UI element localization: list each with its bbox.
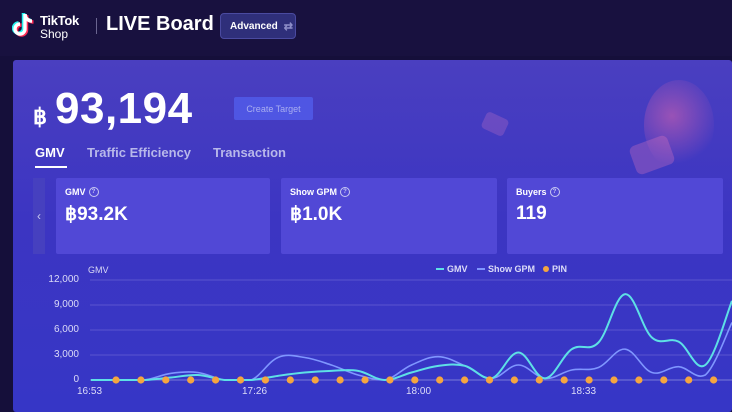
x-tick-label: 18:00 xyxy=(406,386,432,397)
legend-gmv[interactable]: GMV xyxy=(436,264,468,274)
legend-pin[interactable]: PIN xyxy=(543,264,567,274)
pin-marker[interactable] xyxy=(660,376,668,384)
metric-label-text: GMV xyxy=(65,187,86,197)
metric-label-text: Buyers xyxy=(516,187,547,197)
pin-marker[interactable] xyxy=(411,376,419,384)
advanced-label: Advanced xyxy=(230,20,278,32)
pin-marker[interactable] xyxy=(236,376,245,384)
y-tick-label: 12,000 xyxy=(48,274,79,285)
page-title: LIVE Board xyxy=(106,13,214,35)
metric-card-show-gpm[interactable]: Show GPM ? ฿1.0K xyxy=(281,178,497,254)
metric-card-buyers[interactable]: Buyers ? 119 xyxy=(507,178,723,254)
x-tick-label: 18:33 xyxy=(571,386,597,397)
decorative-glow xyxy=(644,80,714,170)
dashboard-panel: ฿ 93,194 Create Target GMV Traffic Effic… xyxy=(13,60,732,412)
legend-show-gpm-swatch xyxy=(477,268,485,270)
pin-marker[interactable] xyxy=(436,376,444,384)
prev-cards-button[interactable]: ‹ xyxy=(33,178,45,254)
legend-gmv-label: GMV xyxy=(447,264,468,274)
brand-name: TikTok xyxy=(40,13,79,28)
pin-marker[interactable] xyxy=(311,376,319,384)
metric-label-text: Show GPM xyxy=(290,187,337,197)
pin-marker[interactable] xyxy=(112,376,120,384)
legend-gmv-swatch xyxy=(436,268,444,270)
pin-marker[interactable] xyxy=(162,376,170,384)
tab-gmv[interactable]: GMV xyxy=(35,145,65,160)
y-tick-label: 0 xyxy=(73,374,79,385)
swap-icon: ⇄ xyxy=(283,20,294,33)
metric-value: ฿93.2K xyxy=(65,204,128,225)
pin-marker[interactable] xyxy=(585,376,593,384)
legend-pin-label: PIN xyxy=(552,264,568,274)
brand-subname: Shop xyxy=(40,27,69,41)
metric-card-gmv[interactable]: GMV ? ฿93.2K xyxy=(56,178,270,254)
advanced-button[interactable]: Advanced ⇄ xyxy=(220,13,296,39)
legend-pin-swatch xyxy=(543,266,549,272)
pin-marker[interactable] xyxy=(635,376,643,384)
pin-marker[interactable] xyxy=(535,376,543,384)
gmv-line-chart[interactable] xyxy=(13,60,732,412)
pin-marker[interactable] xyxy=(461,376,469,384)
tiktok-shop-logo[interactable]: TikTok Shop xyxy=(12,10,92,44)
active-tab-indicator xyxy=(35,166,67,168)
series-line-gmv[interactable] xyxy=(90,293,732,382)
pin-marker[interactable] xyxy=(386,376,394,384)
metric-label: Show GPM ? xyxy=(290,187,488,197)
pin-marker[interactable] xyxy=(187,376,195,384)
y-tick-label: 9,000 xyxy=(53,299,79,310)
pin-marker[interactable] xyxy=(560,376,568,384)
pin-marker[interactable] xyxy=(685,376,693,384)
total-gmv-amount: 93,194 xyxy=(55,84,193,133)
pin-marker[interactable] xyxy=(336,376,344,384)
pin-marker[interactable] xyxy=(710,376,718,384)
pin-marker[interactable] xyxy=(286,376,294,384)
metric-value: 119 xyxy=(516,203,547,224)
y-tick-label: 3,000 xyxy=(53,349,79,360)
metric-value: ฿1.0K xyxy=(290,204,343,225)
pin-marker[interactable] xyxy=(212,376,220,384)
pin-marker[interactable] xyxy=(510,376,518,384)
legend-show-gpm[interactable]: Show GPM xyxy=(477,264,535,274)
series-line-show-gpm[interactable] xyxy=(90,322,732,381)
x-tick-label: 16:53 xyxy=(77,386,103,397)
info-icon[interactable]: ? xyxy=(549,187,560,197)
metric-label: Buyers ? xyxy=(516,187,714,197)
y-tick-label: 6,000 xyxy=(53,324,79,335)
pin-marker[interactable] xyxy=(137,376,145,384)
header-divider xyxy=(96,18,97,34)
info-icon[interactable]: ? xyxy=(88,187,99,197)
legend-show-gpm-label: Show GPM xyxy=(488,264,535,274)
top-bar: TikTok Shop LIVE Board Advanced ⇄ xyxy=(0,0,732,56)
pin-marker[interactable] xyxy=(485,376,494,384)
pin-marker[interactable] xyxy=(610,376,618,384)
pin-marker[interactable] xyxy=(361,376,369,384)
pin-marker[interactable] xyxy=(261,376,269,384)
chevron-left-icon: ‹ xyxy=(37,209,41,223)
chart-y-axis-title: GMV xyxy=(88,265,109,275)
create-target-button[interactable]: Create Target xyxy=(234,97,313,120)
tiktok-note-icon xyxy=(12,12,34,37)
metric-label: GMV ? xyxy=(65,187,261,197)
info-icon[interactable]: ? xyxy=(340,187,350,197)
tab-traffic-efficiency[interactable]: Traffic Efficiency xyxy=(87,145,192,160)
tab-transaction[interactable]: Transaction xyxy=(213,145,286,160)
x-tick-label: 17:26 xyxy=(242,386,268,397)
currency-symbol: ฿ xyxy=(33,104,47,129)
